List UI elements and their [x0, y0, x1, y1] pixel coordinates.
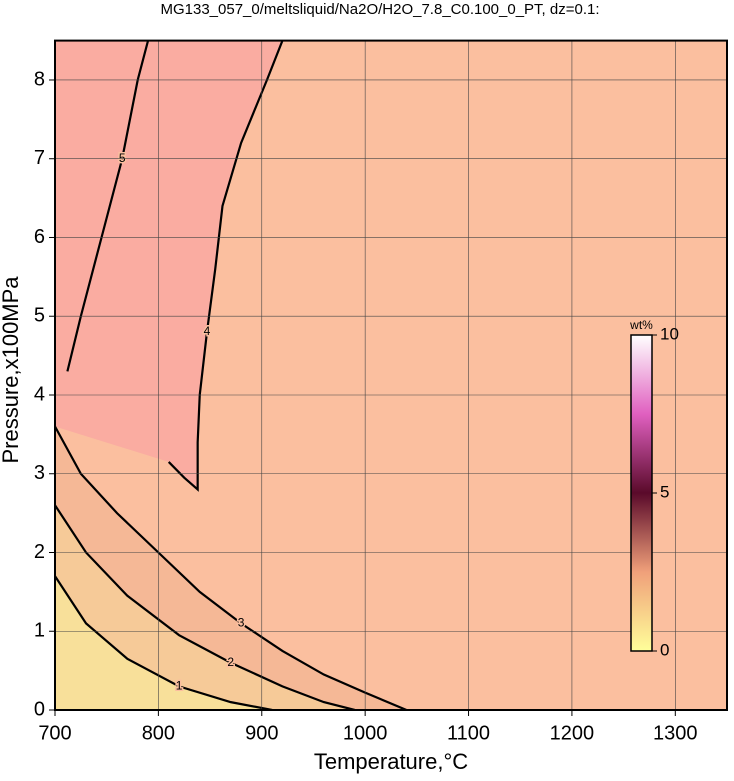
y-tick-label: 8: [34, 68, 45, 90]
contour-label: 3: [238, 616, 245, 630]
y-tick-label: 3: [34, 462, 45, 484]
contour-fill: [55, 40, 283, 490]
y-tick-label: 7: [34, 147, 45, 169]
colorbar: [630, 334, 653, 652]
x-tick-label: 700: [38, 722, 71, 744]
x-tick-label: 1200: [550, 722, 595, 744]
contour-line: [66, 40, 150, 372]
y-tick-label: 0: [34, 698, 45, 720]
plot-area: 5 4 3 2 1: [55, 40, 727, 711]
contour-label: 1: [176, 679, 183, 693]
y-axis-label: Pressure,x100MPa: [0, 276, 23, 464]
x-tick-label: 1300: [653, 722, 698, 744]
colorbar-tick-label: 5: [660, 482, 669, 501]
x-axis-label: Temperature,°C: [314, 749, 468, 774]
axes: 700 800 900 1000 1100 1200 1300 0 1 2 3 4 5 6 7 8 wt% 0 5 1…: [34, 39, 728, 744]
x-tick-label: 1000: [343, 722, 388, 744]
contour-line: [55, 425, 407, 711]
x-tick-label: 900: [245, 722, 278, 744]
contour-label: 4: [204, 324, 211, 338]
contour-fill: [55, 505, 355, 710]
contour-label: 5: [119, 151, 126, 165]
contour-line: [167, 40, 284, 492]
colorbar-tick-label: 0: [660, 640, 669, 659]
y-tick-label: 5: [34, 305, 45, 327]
y-tick-label: 1: [34, 620, 45, 642]
x-tick-label: 1100: [447, 722, 490, 744]
colorbar-tick-label: 10: [660, 324, 679, 343]
contour-line: [55, 504, 356, 711]
chart-title: MG133_057_0/meltsliquid/Na2O/H2O_7.8_C0.…: [160, 1, 599, 18]
contour-label: 2: [227, 655, 234, 669]
x-tick-label: 800: [142, 722, 175, 744]
contour-line: [55, 575, 273, 711]
y-tick-label: 2: [34, 541, 45, 563]
frame: [54, 39, 728, 712]
y-tick-label: 4: [34, 383, 45, 405]
contour-fill: [55, 576, 273, 710]
y-tick-label: 6: [34, 226, 45, 248]
colorbar-label: wt%: [629, 318, 653, 332]
